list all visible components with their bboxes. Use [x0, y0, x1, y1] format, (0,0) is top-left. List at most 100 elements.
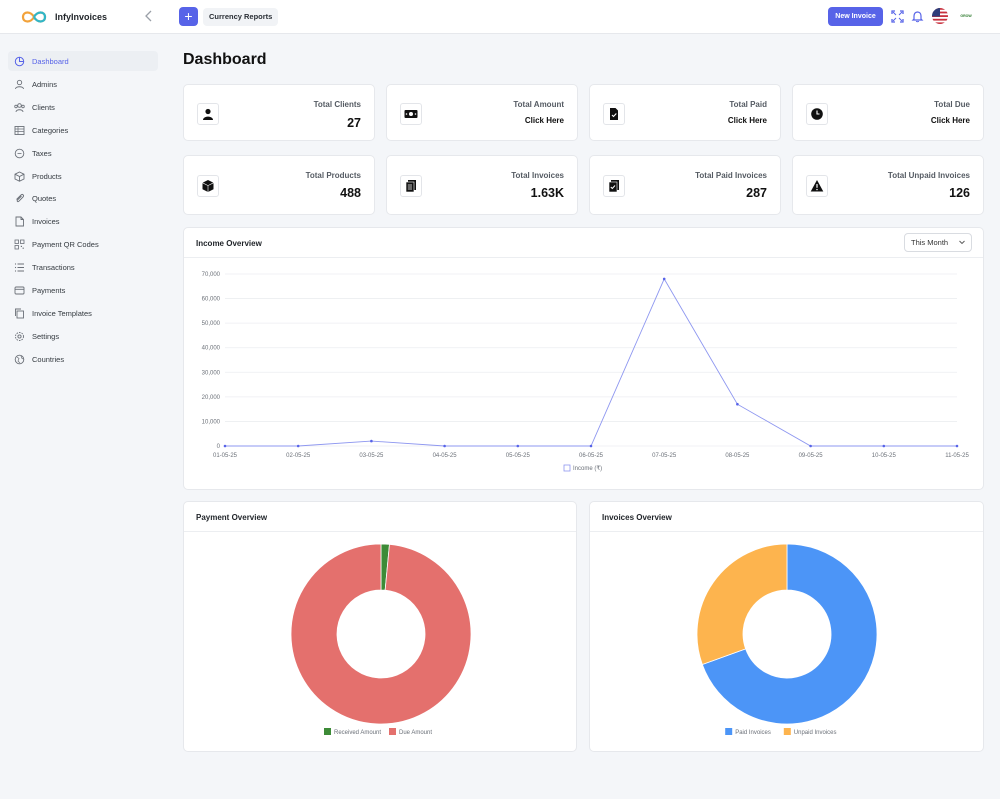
x-tick-label: 08-05-25	[725, 453, 750, 459]
sidebar-item-label: Invoices	[32, 216, 60, 226]
legend-label: Due Amount	[399, 730, 432, 736]
sidebar-item-payments[interactable]: Payments	[8, 280, 158, 300]
sidebar-item-clients[interactable]: Clients	[8, 97, 158, 117]
y-tick-label: 0	[217, 444, 221, 450]
period-select[interactable]: This Month	[904, 233, 972, 252]
sidebar-item-payment-qr-codes[interactable]: Payment QR Codes	[8, 234, 158, 254]
sidebar-item-quotes[interactable]: Quotes	[8, 188, 158, 208]
sidebar-item-categories[interactable]: Categories	[8, 120, 158, 140]
income-overview-card: Income Overview This Month 0 10,000 20,000…	[183, 227, 984, 490]
sidebar-item-invoices[interactable]: Invoices	[8, 211, 158, 231]
payment-overview-card: Payment Overview Received Amount Due Amou…	[183, 501, 577, 752]
sidebar-item-invoice-templates[interactable]: Invoice Templates	[8, 303, 158, 323]
x-tick-label: 05-05-25	[506, 453, 531, 459]
sidebar-item-label: Admins	[32, 79, 58, 89]
stat-title: Total Paid	[729, 100, 767, 109]
y-tick-label: 50,000	[202, 321, 221, 327]
stat-card-total-due[interactable]: Total Due Click Here	[792, 84, 984, 141]
sidebar-item-countries[interactable]: Countries	[8, 349, 158, 369]
clock-icon	[806, 103, 828, 125]
sidebar-item-products[interactable]: Products	[8, 166, 158, 186]
income-data-point	[662, 277, 666, 281]
income-overview-title: Income Overview	[196, 239, 262, 248]
legend-label: Received Amount	[334, 730, 381, 736]
income-data-point	[223, 444, 227, 448]
brand[interactable]: InfyInvoices	[20, 8, 107, 26]
invoices-icon	[400, 175, 422, 197]
sidebar-item-transactions[interactable]: Transactions	[8, 257, 158, 277]
legend-swatch	[783, 728, 791, 735]
avatar[interactable]: GROW	[960, 14, 972, 18]
stat-card-total-invoices[interactable]: Total Invoices 1.63K	[386, 155, 578, 215]
click-here-link[interactable]: Click Here	[930, 116, 970, 125]
income-line-chart: 0 10,000 20,000 30,000 40,000 50,000 60,000 70,…	[202, 272, 970, 472]
sidebar-item-label: Quotes	[32, 193, 57, 203]
y-tick-label: 70,000	[202, 272, 221, 278]
sidebar-item-admins[interactable]: Admins	[8, 74, 158, 94]
sidebar-item-label: Transactions	[32, 262, 75, 272]
income-data-point	[296, 444, 300, 448]
globe-icon	[14, 354, 25, 364]
legend-label: Paid Invoices	[735, 730, 771, 736]
income-data-point	[809, 444, 812, 448]
qr-icon	[14, 239, 25, 249]
payment-overview-title: Payment Overview	[196, 513, 268, 522]
dashboard-icon	[14, 56, 25, 66]
copy-icon	[15, 308, 24, 318]
page-title: Dashboard	[183, 51, 267, 68]
stat-title: Total Invoices	[511, 171, 564, 180]
user-icon	[15, 79, 24, 89]
us-flag-icon[interactable]	[932, 8, 948, 24]
paperclip-icon	[16, 193, 24, 202]
top-bar: InfyInvoices + Currency Reports New Invo…	[0, 0, 1000, 34]
stat-card-total-unpaid-invoices[interactable]: Total Unpaid Invoices 126	[792, 155, 984, 215]
fullscreen-icon[interactable]	[891, 10, 904, 23]
y-tick-label: 60,000	[202, 297, 221, 303]
panel-divider	[590, 531, 983, 532]
legend-swatch	[389, 728, 396, 735]
invoices-donut-chart: Paid Invoices Unpaid Invoices	[696, 543, 878, 736]
categories-icon	[14, 125, 25, 135]
income-data-point	[589, 444, 593, 448]
income-data-point	[882, 444, 886, 448]
income-data-point	[370, 439, 373, 443]
stat-card-total-amount[interactable]: Total Amount Click Here	[386, 84, 578, 141]
sidebar-item-label: Payments	[32, 285, 66, 295]
bell-icon[interactable]	[911, 10, 924, 23]
x-tick-label: 01-05-25	[213, 453, 238, 459]
x-tick-label: 03-05-25	[359, 453, 384, 459]
currency-reports-button[interactable]: Currency Reports	[203, 8, 279, 26]
collapse-sidebar-icon[interactable]	[143, 9, 155, 23]
click-here-link[interactable]: Click Here	[524, 116, 564, 125]
y-tick-label: 40,000	[202, 346, 221, 352]
file-icon	[15, 216, 24, 226]
click-here-link[interactable]: Click Here	[727, 116, 767, 125]
sidebar-item-settings[interactable]: Settings	[8, 326, 158, 346]
income-data-point	[516, 444, 520, 448]
stat-card-total-paid[interactable]: Total Paid Click Here	[589, 84, 781, 141]
sidebar-item-label: Invoice Templates	[32, 308, 92, 318]
x-tick-label: 06-05-25	[579, 453, 604, 459]
donut-slice-paid-invoices	[701, 543, 878, 725]
stat-value: 1.63K	[530, 186, 564, 200]
stat-title: Total Amount	[513, 100, 564, 109]
stat-card-total-paid-invoices[interactable]: Total Paid Invoices 287	[589, 155, 781, 215]
panel-divider	[184, 531, 576, 532]
new-invoice-button[interactable]: New Invoice	[828, 7, 883, 26]
sidebar-item-taxes[interactable]: Taxes	[8, 143, 158, 163]
chevron-down-icon	[959, 240, 965, 245]
x-tick-label: 02-05-25	[286, 453, 311, 459]
income-data-point	[443, 444, 446, 448]
paid-invoices-icon	[603, 175, 625, 197]
sidebar-item-dashboard[interactable]: Dashboard	[8, 51, 158, 71]
sidebar: Dashboard Admins Clients Categories Taxes Pro…	[0, 34, 170, 799]
sidebar-item-label: Countries	[32, 354, 65, 364]
stat-card-total-products[interactable]: Total Products 488	[183, 155, 375, 215]
file-check-icon	[603, 103, 625, 125]
add-button[interactable]: +	[179, 7, 198, 26]
stat-card-total-clients[interactable]: Total Clients 27	[183, 84, 375, 141]
payment-donut-chart: Received Amount Due Amount	[290, 543, 472, 736]
x-tick-label: 09-05-25	[799, 453, 824, 459]
y-tick-label: 20,000	[202, 395, 221, 401]
sidebar-item-label: Clients	[32, 102, 55, 112]
